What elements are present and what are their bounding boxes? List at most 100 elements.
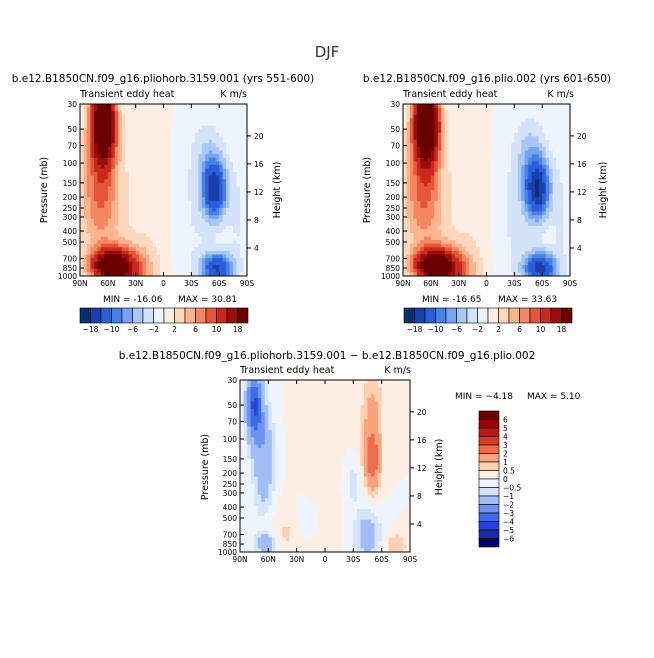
heatmap-cell: [94, 251, 98, 255]
heatmap-cell: [216, 219, 220, 223]
heatmap-cell: [83, 126, 87, 130]
heatmap-cell: [219, 258, 223, 262]
heatmap-cell: [542, 158, 546, 162]
heatmap-cell: [497, 233, 501, 237]
heatmap-cell: [459, 222, 463, 226]
heatmap-cell: [556, 151, 560, 155]
heatmap-cell: [487, 161, 491, 165]
heatmap-cell: [198, 172, 202, 176]
left-panel-title: b.e12.B1850CN.f09_g16.pliohorb.3159.001 …: [12, 73, 314, 85]
heatmap-cell: [511, 251, 515, 255]
heatmap-cell: [483, 244, 487, 248]
heatmap-cell: [115, 136, 119, 140]
heatmap-cell: [157, 229, 161, 233]
heatmap-cell: [441, 111, 445, 115]
heatmap-cell: [511, 262, 515, 266]
heatmap-cell: [487, 176, 491, 180]
heatmap-cell: [230, 158, 234, 162]
heatmap-cell: [101, 151, 105, 155]
heatmap-cell: [160, 118, 164, 122]
heatmap-cell: [490, 133, 494, 137]
heatmap-cell: [406, 169, 410, 173]
heatmap-cell: [174, 190, 178, 194]
heatmap-cell: [546, 247, 550, 251]
heatmap-cell: [487, 201, 491, 205]
heatmap-cell: [452, 262, 456, 266]
heatmap-cell: [507, 165, 511, 169]
heatmap-cell: [191, 255, 195, 259]
heatmap-cell: [441, 165, 445, 169]
heatmap-cell: [403, 111, 407, 115]
heatmap-cell: [202, 255, 206, 259]
heatmap-cell: [94, 215, 98, 219]
heatmap-cell: [462, 129, 466, 133]
heatmap-cell: [466, 233, 470, 237]
heatmap-cell: [143, 183, 147, 187]
heatmap-cell: [101, 258, 105, 262]
heatmap-cell: [469, 212, 473, 216]
heatmap-cell: [410, 179, 414, 183]
heatmap-cell: [553, 262, 557, 266]
heatmap-cell: [560, 147, 564, 151]
heatmap-cell: [237, 244, 241, 248]
heatmap-cell: [167, 233, 171, 237]
heatmap-cell: [118, 197, 122, 201]
heatmap-cell: [563, 169, 567, 173]
heatmap-cell: [487, 122, 491, 126]
heatmap-cell: [493, 194, 497, 198]
heatmap-cell: [403, 122, 407, 126]
heatmap-cell: [125, 122, 129, 126]
heatmap-cell: [167, 197, 171, 201]
heatmap-cell: [212, 147, 216, 151]
heatmap-cell: [549, 197, 553, 201]
heatmap-cell: [240, 126, 244, 130]
heatmap-cell: [528, 108, 532, 112]
heatmap-cell: [230, 212, 234, 216]
heatmap-cell: [115, 122, 119, 126]
heatmap-cell: [205, 140, 209, 144]
heatmap-cell: [528, 247, 532, 251]
heatmap-cell: [108, 147, 112, 151]
heatmap-cell: [177, 143, 181, 147]
heatmap-cell: [466, 104, 470, 108]
heatmap-cell: [97, 201, 101, 205]
heatmap-cell: [160, 208, 164, 212]
heatmap-cell: [125, 136, 129, 140]
heatmap-cell: [90, 126, 94, 130]
heatmap-cell: [177, 197, 181, 201]
heatmap-cell: [452, 229, 456, 233]
heatmap-cell: [97, 244, 101, 248]
heatmap-cell: [212, 176, 216, 180]
heatmap-cell: [406, 161, 410, 165]
heatmap-cell: [205, 269, 209, 273]
heatmap-cell: [528, 172, 532, 176]
heatmap-cell: [188, 140, 192, 144]
heatmap-cell: [438, 226, 442, 230]
heatmap-cell: [406, 240, 410, 244]
heatmap-cell: [251, 502, 255, 506]
heatmap-cell: [518, 165, 522, 169]
heatmap-cell: [202, 104, 206, 108]
heatmap-cell: [539, 247, 543, 251]
heatmap-cell: [94, 201, 98, 205]
heatmap-cell: [511, 222, 515, 226]
heatmap-cell: [549, 115, 553, 119]
heatmap-cell: [115, 255, 119, 259]
heatmap-cell: [167, 183, 171, 187]
heatmap-cell: [150, 269, 154, 273]
heatmap-cell: [174, 111, 178, 115]
heatmap-cell: [528, 222, 532, 226]
heatmap-cell: [129, 190, 133, 194]
heatmap-cell: [125, 197, 129, 201]
heatmap-cell: [462, 183, 466, 187]
heatmap-cell: [150, 194, 154, 198]
heatmap-cell: [146, 244, 150, 248]
heatmap-cell: [413, 244, 417, 248]
heatmap-cell: [535, 158, 539, 162]
heatmap-cell: [223, 194, 227, 198]
heatmap-cell: [251, 445, 255, 449]
heatmap-cell: [480, 265, 484, 269]
heatmap-cell: [560, 208, 564, 212]
heatmap-cell: [170, 233, 174, 237]
heatmap-cell: [223, 186, 227, 190]
